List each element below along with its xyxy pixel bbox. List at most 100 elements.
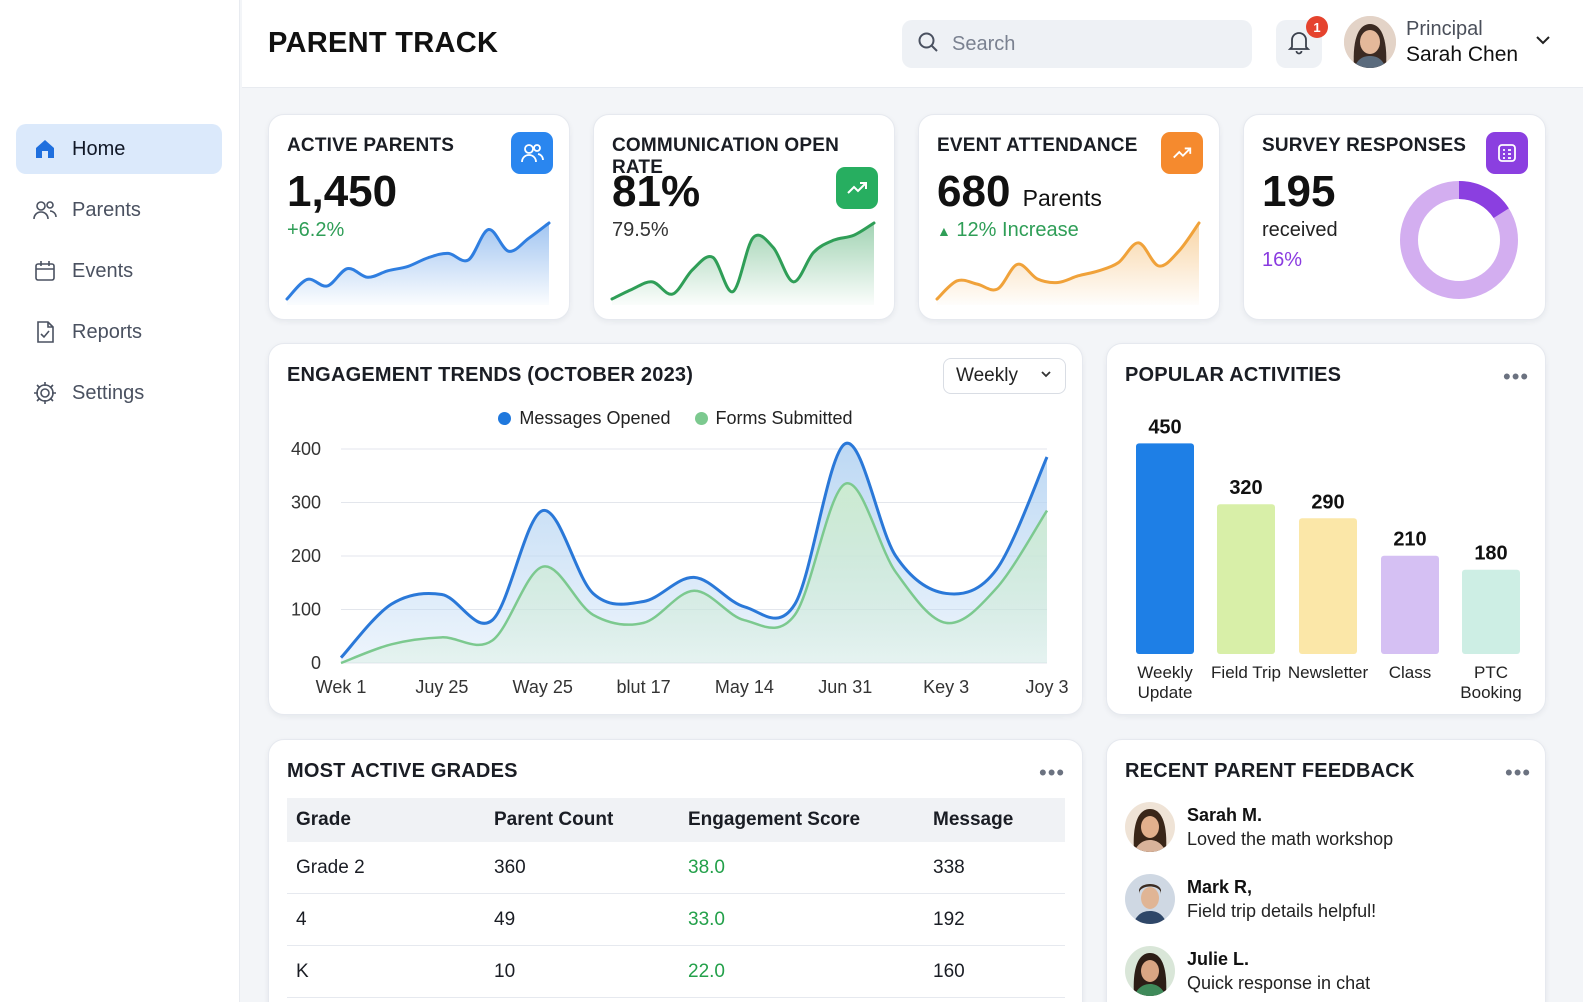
sparkline <box>285 221 551 305</box>
sidebar-item-parents[interactable]: Parents <box>16 185 222 235</box>
survey-icon <box>1486 132 1528 174</box>
bar[interactable] <box>1381 555 1439 654</box>
kpi-value: 81% <box>612 167 701 216</box>
column-header[interactable]: Parent Count <box>494 809 614 830</box>
kpi-previous: 79.5% <box>612 219 669 241</box>
table-row[interactable]: 4 49 33.0 192 <box>287 894 1065 946</box>
more-options-button[interactable]: ••• <box>1505 760 1532 785</box>
table-cell: 360 <box>494 856 526 878</box>
more-options-button[interactable]: ••• <box>1039 760 1066 785</box>
kpi-title: COMMUNICATION OPEN RATE <box>612 135 840 178</box>
x-tick-label: Booking <box>1460 683 1521 702</box>
legend-swatch <box>694 412 708 425</box>
bar[interactable] <box>1217 504 1275 654</box>
legend-item: Forms Submitted <box>694 408 853 429</box>
sidebar-item-settings[interactable]: Settings <box>16 368 222 418</box>
kpi-unit: Parents <box>1022 185 1102 211</box>
table-cell: 10 <box>494 960 516 982</box>
avatar <box>1125 874 1175 924</box>
bar[interactable] <box>1462 569 1520 654</box>
sidebar-item-home[interactable]: Home <box>16 124 222 174</box>
user-name: Sarah Chen <box>1406 43 1519 66</box>
column-header[interactable]: Grade <box>296 809 351 830</box>
kpi-card-open-rate: COMMUNICATION OPEN RATE 81% 79.5% <box>593 114 895 320</box>
table-cell: 4 <box>296 908 307 930</box>
notification-count-badge: 1 <box>1306 16 1328 38</box>
popular-activities-card: POPULAR ACTIVITIES ••• 450 Weekly Update 32… <box>1106 343 1546 715</box>
user-menu[interactable]: Principal Sarah Chen <box>1344 16 1552 68</box>
feedback-content: Julie L. Quick response in chat <box>1187 947 1370 995</box>
app-title: PARENT TRACK <box>268 27 499 59</box>
sidebar-item-label: Settings <box>72 381 145 404</box>
sidebar-item-reports[interactable]: Reports <box>16 307 222 357</box>
sidebar-item-label: Parents <box>72 198 141 221</box>
feedback-item[interactable]: Sarah M. Loved the math workshop <box>1125 802 1393 852</box>
search-input[interactable] <box>952 32 1242 56</box>
sparkline <box>610 221 876 305</box>
legend-swatch <box>498 412 512 425</box>
feedback-text: Field trip details helpful! <box>1187 901 1377 921</box>
bar[interactable] <box>1136 443 1194 654</box>
feedback-author: Mark R, <box>1187 877 1253 897</box>
table-header: Grade Parent Count Engagement Score Mess… <box>287 798 1065 842</box>
x-tick-label: Juy 25 <box>415 677 468 697</box>
feedback-author: Julie L. <box>1187 949 1250 969</box>
user-role: Principal <box>1406 18 1483 40</box>
calendar-icon <box>32 258 58 284</box>
table-row[interactable]: Grade 2 360 38.0 338 <box>287 842 1065 894</box>
notifications-button[interactable]: 1 <box>1276 16 1328 68</box>
bar-value-label: 450 <box>1148 416 1181 438</box>
table-cell: K <box>296 960 309 982</box>
y-tick-label: 300 <box>291 493 321 513</box>
avatar <box>1125 946 1175 996</box>
most-active-grades-card: MOST ACTIVE GRADES ••• Grade Parent Coun… <box>268 739 1083 1002</box>
engagement-line-chart: 0 100 200 300 400 Wek 1 Juy 25 Way 25 blut 17 May… <box>291 439 1069 697</box>
recent-feedback-card: RECENT PARENT FEEDBACK ••• Sarah M. Love… <box>1106 739 1546 1002</box>
feedback-content: Sarah M. Loved the math workshop <box>1187 803 1393 851</box>
kpi-card-event-attendance: EVENT ATTENDANCE 680 Parents ▲ 12% Incre… <box>918 114 1220 320</box>
range-select[interactable]: Weekly <box>943 358 1066 394</box>
feedback-item[interactable]: Julie L. Quick response in chat <box>1125 946 1370 996</box>
sparkline-line <box>610 221 876 301</box>
kpi-card-active-parents: ACTIVE PARENTS 1,450 +6.2% <box>268 114 570 320</box>
kpi-card-survey-responses: SURVEY RESPONSES 195 received 16% <box>1243 114 1546 320</box>
section-title: MOST ACTIVE GRADES <box>287 760 518 782</box>
kpi-change: +6.2% <box>287 219 345 241</box>
sparkline-area <box>612 223 874 305</box>
bar-value-label: 210 <box>1393 529 1426 551</box>
x-tick-label: May 14 <box>715 677 774 697</box>
search-box[interactable] <box>902 20 1252 68</box>
x-tick-label: blut 17 <box>617 677 671 697</box>
kpi-title: EVENT ATTENDANCE <box>937 135 1138 156</box>
x-tick-label: Key 3 <box>923 677 969 697</box>
more-options-button[interactable]: ••• <box>1503 364 1530 389</box>
table-cell: 49 <box>494 908 516 930</box>
column-header[interactable]: Engagement Score <box>688 809 861 830</box>
sparkline <box>935 221 1201 305</box>
feedback-item[interactable]: Mark R, Field trip details helpful! <box>1125 874 1376 924</box>
feedback-content: Mark R, Field trip details helpful! <box>1187 875 1376 923</box>
avatar <box>1344 16 1396 68</box>
column-header[interactable]: Message <box>933 809 1014 830</box>
sidebar-nav: Home Parents Events Reports Settings <box>16 124 222 429</box>
avatar <box>1125 802 1175 852</box>
bar[interactable] <box>1299 518 1357 654</box>
chevron-down-icon[interactable] <box>1534 31 1552 54</box>
trend-up-icon <box>836 167 878 209</box>
table-cell: Grade 2 <box>296 856 365 878</box>
sidebar-item-events[interactable]: Events <box>16 246 222 296</box>
kpi-sub: received <box>1262 219 1338 241</box>
user-info: Principal Sarah Chen <box>1406 16 1518 68</box>
bar-value-label: 180 <box>1474 543 1507 565</box>
bell-icon <box>1286 29 1312 60</box>
users-icon <box>32 197 58 223</box>
x-tick-label: Newsletter <box>1288 663 1369 682</box>
table-cell: 38.0 <box>688 856 725 878</box>
y-tick-label: 100 <box>291 600 321 620</box>
table-cell: 33.0 <box>688 908 725 930</box>
search-icon <box>916 30 940 59</box>
series-line-messages-opened <box>339 442 1049 659</box>
table-row[interactable]: K 10 22.0 160 <box>287 946 1065 998</box>
trend-up-icon <box>1161 132 1203 174</box>
bar-value-label: 290 <box>1311 491 1344 513</box>
